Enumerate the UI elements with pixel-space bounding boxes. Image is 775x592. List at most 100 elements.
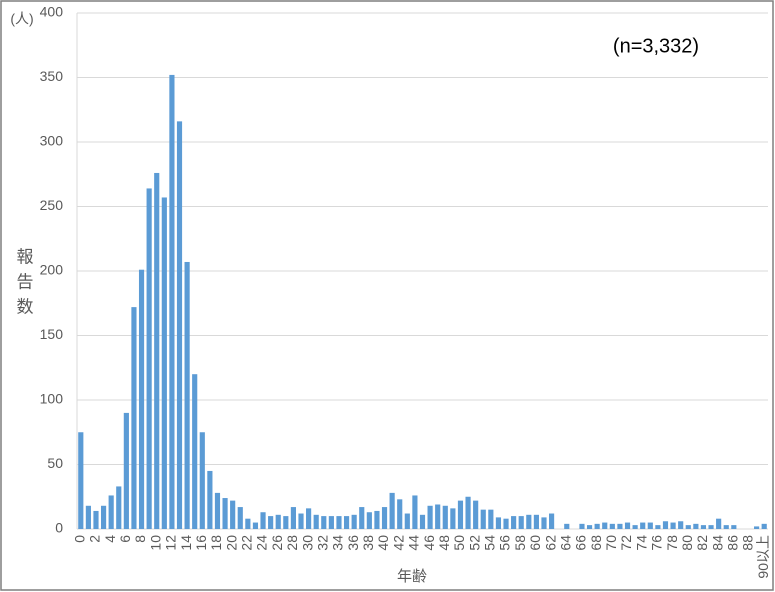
bar bbox=[700, 525, 707, 529]
y-tick-label: 400 bbox=[40, 4, 64, 20]
x-tick-label: 10 bbox=[147, 535, 163, 551]
bar bbox=[761, 523, 767, 529]
x-tick-label: 58 bbox=[512, 535, 528, 551]
bar bbox=[275, 514, 281, 529]
bar bbox=[245, 518, 251, 529]
bar bbox=[457, 500, 464, 529]
bar bbox=[252, 522, 259, 529]
bar bbox=[412, 495, 418, 529]
bar bbox=[526, 514, 532, 529]
bar bbox=[723, 525, 729, 529]
x-tick-label: 76 bbox=[649, 535, 665, 551]
bar bbox=[343, 516, 350, 529]
bar bbox=[716, 518, 722, 529]
bar bbox=[579, 523, 585, 529]
bar bbox=[93, 510, 99, 529]
x-tick-label: 32 bbox=[314, 535, 330, 551]
bar bbox=[731, 525, 737, 529]
bar bbox=[283, 516, 289, 529]
y-tick-label: 300 bbox=[40, 133, 64, 149]
bar bbox=[480, 509, 486, 529]
bar bbox=[230, 500, 236, 529]
bar bbox=[754, 526, 760, 529]
x-tick-label: 16 bbox=[193, 535, 209, 551]
x-tick-label: 86 bbox=[725, 535, 741, 551]
bar bbox=[374, 510, 380, 529]
bar bbox=[85, 505, 91, 529]
x-tick-label: 88 bbox=[740, 535, 756, 551]
x-tick-label: 26 bbox=[269, 535, 285, 551]
x-tick-label: 82 bbox=[694, 535, 710, 551]
bar bbox=[381, 507, 388, 529]
bar bbox=[351, 514, 357, 529]
y-tick-label: 150 bbox=[40, 326, 64, 342]
x-tick-label: 28 bbox=[284, 535, 300, 551]
annotation: (n=3,332) bbox=[613, 35, 699, 57]
bar bbox=[473, 500, 479, 529]
x-tick-label: 12 bbox=[163, 535, 179, 551]
bar bbox=[313, 514, 319, 529]
bar bbox=[260, 512, 266, 529]
bar bbox=[116, 486, 122, 529]
x-tick-label: 18 bbox=[208, 535, 224, 551]
bar bbox=[404, 513, 410, 529]
y-tick-label: 100 bbox=[40, 391, 64, 407]
bar bbox=[488, 509, 494, 529]
x-tick-label: 8 bbox=[132, 535, 148, 543]
bar bbox=[541, 517, 547, 529]
bar bbox=[678, 521, 684, 529]
y-tick-label: 50 bbox=[47, 455, 63, 471]
bar bbox=[632, 525, 638, 529]
x-axis-label: 年齢 bbox=[397, 568, 427, 585]
x-tick-label: 24 bbox=[254, 535, 270, 551]
bar bbox=[268, 516, 274, 529]
bar bbox=[450, 508, 456, 529]
x-tick-label: 54 bbox=[482, 535, 498, 551]
x-tick-label: 56 bbox=[497, 535, 513, 551]
bar bbox=[435, 504, 441, 529]
bar bbox=[306, 508, 312, 529]
y-unit-label: (人) bbox=[10, 11, 33, 27]
x-tick-label: 36 bbox=[345, 535, 361, 551]
x-tick-label: 52 bbox=[466, 535, 482, 551]
bar bbox=[321, 516, 327, 529]
bar bbox=[389, 492, 395, 529]
bar bbox=[207, 470, 213, 529]
bar bbox=[518, 516, 524, 529]
bar bbox=[154, 172, 160, 529]
bar bbox=[655, 525, 661, 529]
x-tick-label: 46 bbox=[421, 535, 437, 551]
bar bbox=[693, 523, 699, 529]
bar bbox=[602, 522, 608, 529]
bar bbox=[465, 496, 471, 529]
bar bbox=[609, 523, 615, 529]
x-tick-label: 74 bbox=[633, 535, 649, 551]
y-tick-label: 250 bbox=[40, 197, 64, 213]
bar bbox=[442, 505, 448, 529]
bar bbox=[146, 188, 152, 529]
x-tick-label: 62 bbox=[542, 535, 558, 551]
y-tick-label: 350 bbox=[40, 68, 64, 84]
bar bbox=[161, 197, 167, 529]
bar bbox=[397, 499, 403, 529]
bar bbox=[549, 513, 555, 529]
x-tick-label: 60 bbox=[527, 535, 543, 551]
x-tick-label: 80 bbox=[679, 535, 695, 551]
bar bbox=[176, 121, 183, 530]
bar bbox=[123, 412, 129, 529]
x-tick-label: 90以上 bbox=[755, 535, 771, 579]
x-tick-label: 30 bbox=[299, 535, 315, 551]
bar bbox=[533, 514, 539, 529]
x-tick-label: 66 bbox=[573, 535, 589, 551]
bar bbox=[222, 498, 228, 529]
bar bbox=[685, 525, 691, 529]
bar bbox=[662, 521, 669, 529]
x-tick-label: 2 bbox=[87, 535, 103, 543]
x-tick-label: 40 bbox=[375, 535, 391, 551]
bar bbox=[100, 505, 107, 529]
bar bbox=[419, 514, 426, 529]
x-tick-label: 48 bbox=[436, 535, 452, 551]
bar bbox=[495, 517, 502, 529]
